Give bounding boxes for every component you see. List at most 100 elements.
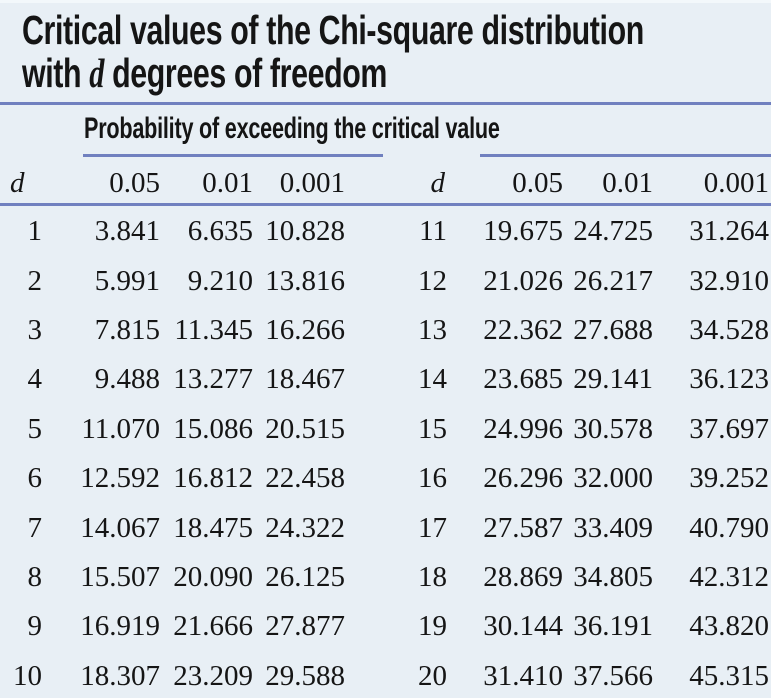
critical-value: 9.488 — [94, 363, 160, 396]
critical-value: 9.210 — [187, 264, 253, 297]
left-group-underline-rule — [83, 154, 383, 157]
critical-value: 32.910 — [689, 264, 769, 297]
critical-value: 7.815 — [94, 313, 160, 346]
critical-value: 40.790 — [689, 511, 769, 544]
critical-value: 42.312 — [689, 560, 769, 593]
critical-value: 20.515 — [265, 412, 345, 445]
critical-value: 27.688 — [573, 313, 653, 346]
page-title: Critical values of the Chi-square distri… — [22, 7, 644, 97]
degrees-value: 1 — [27, 215, 43, 248]
critical-value: 12.592 — [80, 462, 160, 495]
degrees-value: 2 — [27, 264, 43, 297]
critical-value: 18.307 — [80, 659, 160, 692]
degrees-value: 14 — [418, 363, 447, 396]
title-divider-rule — [0, 102, 771, 105]
column-header-row: d 0.05 0.01 0.001 d 0.05 0.01 0.001 — [0, 159, 771, 203]
col-header-p05-left: 0.05 — [109, 167, 160, 199]
critical-value: 31.410 — [483, 659, 563, 692]
col-header-p05-right: 0.05 — [512, 167, 563, 199]
critical-value: 43.820 — [689, 610, 769, 643]
critical-value: 34.805 — [573, 560, 653, 593]
critical-value: 19.675 — [483, 215, 563, 248]
critical-value: 26.217 — [573, 264, 653, 297]
critical-value: 22.458 — [265, 462, 345, 495]
title-line-1: Critical values of the Chi-square distri… — [22, 7, 644, 53]
critical-value: 36.191 — [573, 610, 653, 643]
degrees-value: 19 — [418, 610, 447, 643]
col-header-p001-right: 0.001 — [703, 167, 769, 199]
critical-value: 6.635 — [187, 215, 253, 248]
critical-value: 18.467 — [265, 363, 345, 396]
critical-value: 34.528 — [689, 313, 769, 346]
critical-value: 3.841 — [94, 215, 160, 248]
critical-value: 23.685 — [483, 363, 563, 396]
critical-value: 45.315 — [689, 659, 769, 692]
critical-value: 23.209 — [173, 659, 253, 692]
critical-value: 21.666 — [173, 610, 253, 643]
title-variable-d: d — [89, 50, 105, 97]
critical-value: 14.067 — [80, 511, 160, 544]
critical-value: 30.578 — [573, 412, 653, 445]
right-group-underline-rule — [480, 154, 771, 157]
critical-value: 24.322 — [265, 511, 345, 544]
degrees-value: 8 — [27, 560, 43, 593]
title-line-2: with d degrees of freedom — [22, 50, 388, 97]
critical-value: 30.144 — [483, 610, 563, 643]
critical-value: 15.507 — [80, 560, 160, 593]
critical-value: 28.869 — [483, 560, 563, 593]
table-body: 1 3.841 6.635 10.828 11 19.675 24.725 31.264 2 5.… — [0, 207, 771, 698]
degrees-value: 16 — [418, 462, 447, 495]
critical-value: 11.345 — [174, 313, 253, 346]
critical-value: 37.566 — [573, 659, 653, 692]
col-header-p001-left: 0.001 — [279, 167, 345, 199]
critical-value: 24.996 — [483, 412, 563, 445]
col-header-d-right: d — [430, 167, 446, 199]
degrees-value: 9 — [27, 610, 43, 643]
critical-value: 27.587 — [483, 511, 563, 544]
critical-value: 26.125 — [265, 560, 345, 593]
col-header-p01-left: 0.01 — [202, 167, 253, 199]
critical-value: 29.588 — [265, 659, 345, 692]
critical-value: 27.877 — [265, 610, 345, 643]
degrees-value: 5 — [27, 412, 43, 445]
critical-value: 22.362 — [483, 313, 563, 346]
header-divider-rule — [0, 203, 771, 206]
critical-value: 31.264 — [689, 215, 769, 248]
critical-value: 37.697 — [689, 412, 769, 445]
critical-value: 36.123 — [689, 363, 769, 396]
col-header-d-left: d — [10, 167, 25, 199]
critical-value: 5.991 — [94, 264, 160, 297]
degrees-value: 10 — [13, 659, 42, 692]
critical-value: 13.277 — [173, 363, 253, 396]
critical-value: 26.296 — [483, 462, 563, 495]
critical-value: 33.409 — [573, 511, 653, 544]
degrees-value: 13 — [418, 313, 447, 346]
degrees-value: 20 — [418, 659, 447, 692]
column-group-header: Probability of exceeding the critical va… — [84, 112, 500, 145]
degrees-value: 3 — [27, 313, 43, 346]
critical-value: 11.070 — [81, 412, 160, 445]
critical-value: 21.026 — [483, 264, 563, 297]
critical-value: 20.090 — [173, 560, 253, 593]
degrees-value: 6 — [27, 462, 43, 495]
degrees-value: 7 — [27, 511, 43, 544]
col-header-p01-right: 0.01 — [602, 167, 653, 199]
critical-value: 18.475 — [173, 511, 253, 544]
critical-value: 16.919 — [80, 610, 160, 643]
critical-value: 15.086 — [173, 412, 253, 445]
degrees-value: 4 — [27, 363, 43, 396]
critical-value: 16.266 — [265, 313, 345, 346]
critical-value: 10.828 — [265, 215, 345, 248]
degrees-value: 17 — [418, 511, 447, 544]
degrees-value: 18 — [418, 560, 447, 593]
critical-value: 13.816 — [265, 264, 345, 297]
critical-value: 16.812 — [173, 462, 253, 495]
degrees-value: 11 — [419, 215, 447, 248]
critical-value: 39.252 — [689, 462, 769, 495]
critical-value: 29.141 — [573, 363, 653, 396]
critical-value: 24.725 — [573, 215, 653, 248]
degrees-value: 12 — [418, 264, 447, 297]
degrees-value: 15 — [418, 412, 447, 445]
critical-value: 32.000 — [573, 462, 653, 495]
